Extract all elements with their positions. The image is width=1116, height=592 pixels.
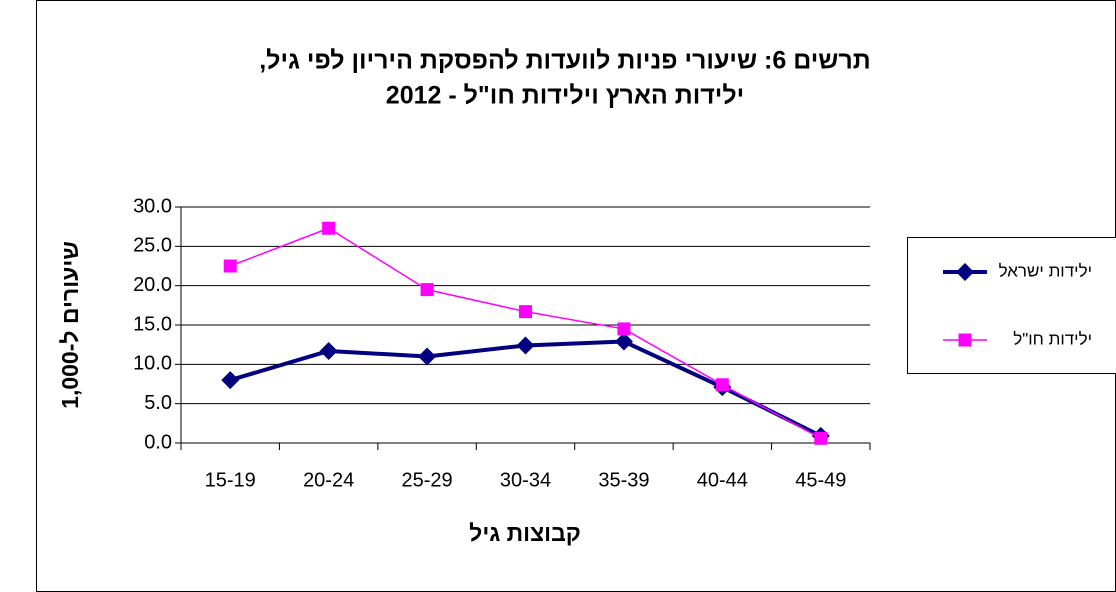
chart-title: ילידות הארץ וילידות חו"ל - 2012 xyxy=(386,82,744,110)
data-point xyxy=(617,322,631,336)
legend-label: ילידות חו"ל xyxy=(1013,329,1092,348)
y-tick-label: 20.0 xyxy=(133,274,172,296)
data-point xyxy=(614,332,633,351)
y-tick-label: 0.0 xyxy=(144,431,172,453)
data-point xyxy=(223,259,237,273)
x-tick-label: 45-49 xyxy=(795,469,846,491)
y-tick-label: 15.0 xyxy=(133,313,172,335)
data-point xyxy=(221,371,240,390)
x-tick-label: 35-39 xyxy=(598,469,649,491)
data-point xyxy=(418,347,437,366)
legend-swatch-marker xyxy=(958,333,972,347)
y-axis-title: שיעורים ל-1,000 xyxy=(57,241,83,409)
x-axis-title: קבוצות גיל xyxy=(469,520,581,546)
data-point xyxy=(814,431,828,445)
y-tick-label: 10.0 xyxy=(133,353,172,375)
data-point xyxy=(322,221,336,235)
legend-swatch-marker xyxy=(956,263,974,281)
x-tick-label: 25-29 xyxy=(401,469,452,491)
data-point xyxy=(519,305,532,319)
x-tick-label: 30-34 xyxy=(500,469,551,491)
legend-box xyxy=(907,237,1116,374)
chart-title: תרשים 6: שיעורי פניות לוועדות להפסקת היר… xyxy=(259,47,871,75)
x-tick-label: 20-24 xyxy=(303,469,354,491)
data-point xyxy=(319,341,338,360)
data-point xyxy=(715,378,729,392)
y-tick-label: 5.0 xyxy=(144,392,172,414)
x-tick-label: 40-44 xyxy=(697,469,748,491)
x-tick-label: 15-19 xyxy=(205,469,256,491)
legend-label: ילידות ישראל xyxy=(999,261,1092,280)
y-tick-label: 25.0 xyxy=(133,235,172,257)
y-tick-label: 30.0 xyxy=(133,195,172,217)
data-point xyxy=(420,283,434,297)
data-point xyxy=(516,336,535,355)
